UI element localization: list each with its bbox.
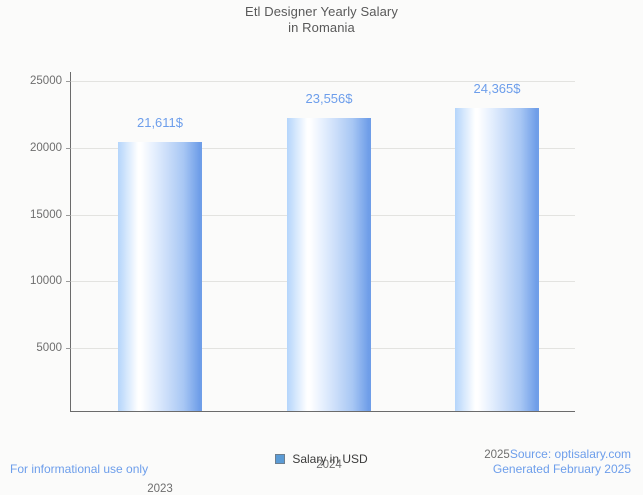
disclaimer-text: For informational use only [10, 462, 149, 476]
y-tick-label-15000: 15000 [30, 208, 62, 221]
chart-legend: Salary in USD [0, 452, 643, 466]
y-tick-label-20000: 20000 [30, 141, 62, 154]
x-axis-line [71, 411, 575, 412]
gridline-25000: 25000 [30, 75, 575, 87]
plot-area: 25000 20000 15000 10000 5000 21,611$ 202… [30, 75, 575, 495]
tick-mark-15000 [66, 214, 71, 216]
x-tick-label-2023: 2023 [147, 482, 173, 495]
tick-mark-20000 [66, 147, 71, 149]
source-text: Source: optisalary.com [509, 447, 631, 461]
tick-mark-5000 [66, 348, 71, 350]
y-tick-label-10000: 10000 [30, 275, 62, 288]
chart-title: Etl Designer Yearly Salary in Romania [0, 4, 643, 36]
bar-value-2024: 23,556$ [305, 90, 353, 106]
chart-title-line-1: Etl Designer Yearly Salary [245, 4, 398, 19]
bar-value-2025: 24,365$ [473, 80, 521, 96]
chart-title-line-2: in Romania [288, 20, 355, 35]
legend-item-label[interactable]: Salary in USD [292, 452, 368, 466]
legend-swatch-icon [275, 454, 286, 464]
x-tick-label-2025: 2025 [484, 448, 510, 461]
y-tick-label-25000: 25000 [30, 75, 62, 87]
source-block: Source: optisalary.com Generated Februar… [493, 447, 631, 477]
bar-2024[interactable]: 23,556$ 2024 [287, 91, 371, 471]
tick-mark-10000 [66, 281, 71, 283]
bar-chart: Etl Designer Yearly Salary in Romania 25… [0, 4, 643, 495]
y-tick-label-5000: 5000 [36, 342, 62, 355]
bar-2023[interactable]: 21,611$ 2023 [118, 115, 202, 495]
bar-value-2023: 21,611$ [136, 114, 184, 130]
y-axis-line [70, 72, 71, 412]
x-tick-label-2024: 2024 [316, 458, 342, 471]
generated-text: Generated February 2025 [492, 462, 631, 476]
tick-mark-25000 [66, 81, 71, 82]
bar-2025[interactable]: 24,365$ 2025 [455, 81, 539, 461]
